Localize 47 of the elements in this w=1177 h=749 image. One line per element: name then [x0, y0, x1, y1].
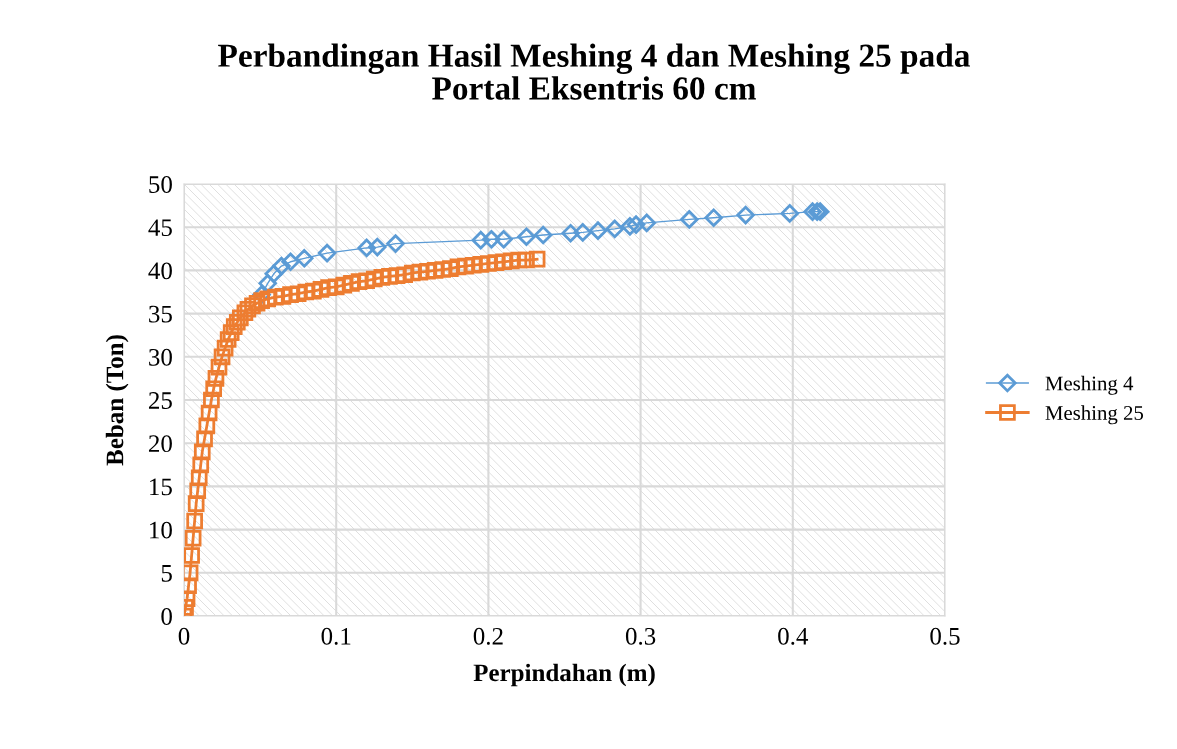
point [803, 202, 822, 221]
point [482, 230, 501, 249]
y-tick-label: 40 [148, 262, 172, 280]
y-tick-label: 30 [149, 348, 172, 366]
y-tick-label: 5 [161, 565, 172, 582]
point [494, 230, 513, 249]
x-axis-title: Perpindahan (m) [473, 663, 655, 687]
point [637, 213, 656, 233]
y-tick-label: 10 [150, 521, 172, 539]
y-tick-label: 50 [149, 176, 172, 193]
point [281, 252, 300, 272]
y-axis-title: Beban (Ton) [105, 335, 129, 466]
legend-label: Meshing 4 [1045, 375, 1134, 395]
y-tick-label: 0 [161, 608, 172, 625]
point [517, 227, 536, 246]
point [573, 223, 593, 242]
point [533, 225, 553, 245]
x-tick-label: 0.4 [778, 627, 809, 645]
y-tick-label: 45 [148, 219, 172, 237]
point [264, 264, 284, 284]
y-tick-label: 20 [148, 435, 172, 453]
point [317, 243, 337, 263]
point [680, 210, 699, 229]
point [561, 224, 580, 243]
x-tick-label: 0.3 [625, 627, 656, 645]
point [626, 215, 646, 234]
point [471, 230, 491, 250]
point [294, 249, 314, 268]
point [704, 208, 723, 227]
point [620, 217, 640, 236]
point [780, 204, 799, 223]
legend-label: Meshing 25 [1045, 405, 1144, 425]
y-tick-label: 25 [148, 392, 172, 409]
x-tick-label: 0.5 [930, 627, 960, 645]
point [386, 234, 405, 253]
point [736, 205, 755, 225]
y-tick-label: 35 [149, 305, 172, 323]
x-tick-label: 0.2 [473, 627, 503, 645]
y-tick-label: 15 [150, 478, 172, 496]
point [368, 237, 387, 257]
point [272, 256, 291, 276]
chart-title: Perbandingan Hasil Meshing 4 dan Meshing 25 pada Portal Eksentris 60 cm [218, 43, 970, 100]
point [605, 219, 624, 239]
point [357, 238, 376, 258]
x-tick-label: 0 [178, 627, 190, 645]
x-tick-label: 0.1 [321, 627, 351, 645]
point [588, 221, 608, 240]
